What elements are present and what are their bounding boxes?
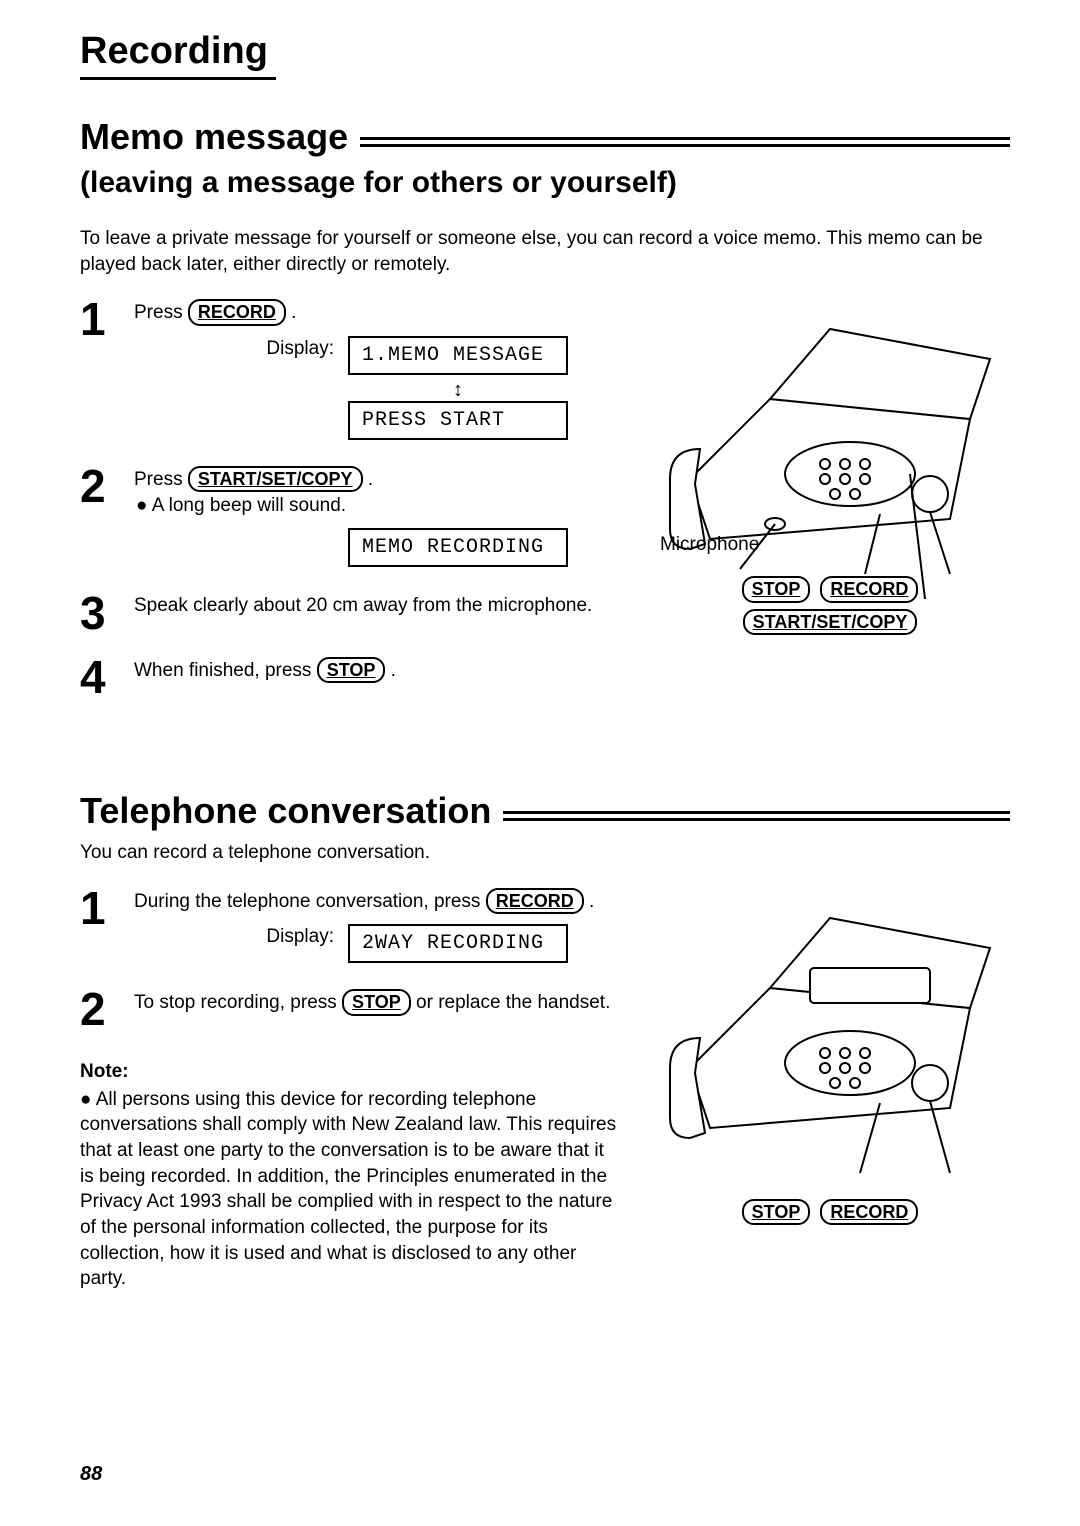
- key-stop: STOP: [317, 657, 386, 684]
- step-text: During the telephone conversation, press: [134, 891, 486, 912]
- section-rule: [503, 811, 1010, 821]
- lcd-screen: 1.MEMO MESSAGE: [348, 336, 568, 375]
- step-num: 2: [80, 989, 116, 1030]
- memo-step-1: 1 Press RECORD . Display: 1.MEMO MESSAGE…: [80, 299, 620, 444]
- section-title-convo: Telephone conversation: [80, 790, 491, 832]
- key-stop: STOP: [342, 989, 411, 1016]
- memo-step-2: 2 Press START/SET/COPY . ● A long beep w…: [80, 466, 620, 571]
- section-rule: [360, 137, 1010, 147]
- step-bullet: A long beep will sound.: [152, 495, 346, 516]
- step-num: 1: [80, 299, 116, 444]
- memo-intro: To leave a private message for yourself …: [80, 226, 1010, 277]
- section-convo-heading: Telephone conversation: [80, 790, 1010, 832]
- lcd-screen: MEMO RECORDING: [348, 528, 568, 567]
- step-num: 3: [80, 593, 116, 634]
- key-record: RECORD: [486, 888, 584, 915]
- step-text: .: [391, 660, 396, 681]
- step-num: 4: [80, 657, 116, 698]
- step-text: Press: [134, 469, 188, 490]
- page-header: Recording: [80, 30, 276, 80]
- memo-step-4: 4 When finished, press STOP .: [80, 657, 620, 698]
- step-text: .: [291, 302, 296, 323]
- note-text: All persons using this device for record…: [80, 1089, 616, 1289]
- step-text: To stop recording, press: [134, 992, 342, 1013]
- step-num: 1: [80, 888, 116, 968]
- callout-stop: STOP: [742, 576, 811, 603]
- note-body: ● All persons using this device for reco…: [80, 1087, 620, 1292]
- callout-start-set-copy: START/SET/COPY: [743, 609, 918, 636]
- convo-intro: You can record a telephone conversation.: [80, 840, 1010, 866]
- convo-illustration: STOP RECORD: [650, 888, 1010, 1292]
- memo-step-3: 3 Speak clearly about 20 cm away from th…: [80, 593, 620, 634]
- step-text: .: [368, 469, 373, 490]
- step-text: Press: [134, 302, 188, 323]
- display-label: Display:: [134, 336, 334, 362]
- step-num: 2: [80, 466, 116, 571]
- fax-device-icon: [650, 888, 1010, 1188]
- section-title-memo: Memo message: [80, 116, 348, 158]
- callout-record: RECORD: [820, 576, 918, 603]
- display-label: Display:: [134, 924, 334, 950]
- microphone-label: Microphone: [660, 534, 1020, 556]
- lcd-screen: 2WAY RECORDING: [348, 924, 568, 963]
- callout-stop: STOP: [742, 1199, 811, 1226]
- step-text: Speak clearly about 20 cm away from the …: [134, 593, 620, 634]
- key-start-set-copy: START/SET/COPY: [188, 466, 363, 493]
- convo-step-1: 1 During the telephone conversation, pre…: [80, 888, 620, 968]
- page-number: 88: [80, 1463, 102, 1486]
- section-memo-heading: Memo message: [80, 116, 1010, 158]
- callout-record: RECORD: [820, 1199, 918, 1226]
- convo-step-2: 2 To stop recording, press STOP or repla…: [80, 989, 620, 1030]
- step-text: .: [589, 891, 594, 912]
- key-record: RECORD: [188, 299, 286, 326]
- lcd-screen: PRESS START: [348, 401, 568, 440]
- step-text: When finished, press: [134, 660, 317, 681]
- step-text: or replace the handset.: [416, 992, 610, 1013]
- updown-arrow-icon: ↕: [348, 381, 568, 399]
- memo-illustration: Microphone STOP RECORD START/SET/COPY: [650, 299, 1010, 720]
- memo-subtitle: (leaving a message for others or yoursel…: [80, 166, 1010, 200]
- note-heading: Note:: [80, 1061, 620, 1083]
